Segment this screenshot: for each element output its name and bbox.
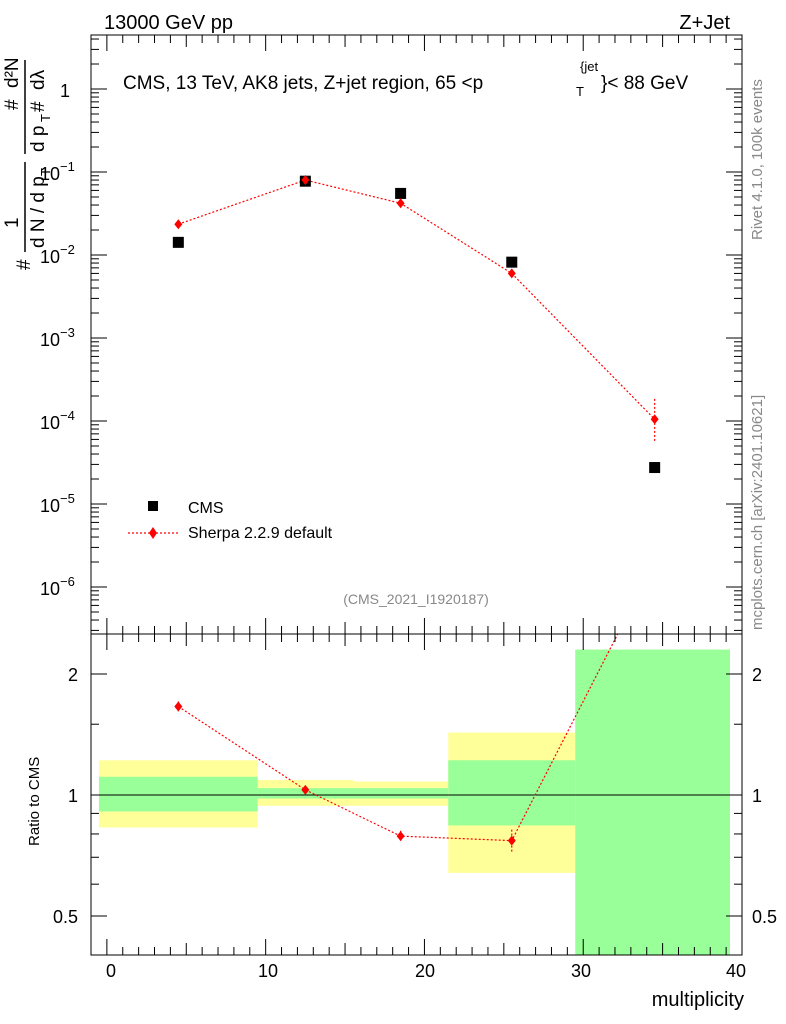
svg-text:dλ: dλ (28, 69, 49, 90)
svg-text:−4: −4 (60, 408, 75, 423)
inner-uncertainty-band (352, 788, 449, 799)
sherpa-connecting-line (178, 179, 656, 420)
x-tick-label-10: 10 (258, 961, 278, 981)
x-tick-label-20: 20 (415, 961, 435, 981)
legend-cms-label: CMS (188, 500, 224, 517)
x-tick-label-40: 40 (726, 961, 746, 981)
main-plot-frame (90, 34, 743, 635)
svg-text:{jet: {jet (580, 59, 598, 74)
y-tick-labels: 1 10 −1 10 −2 10 −3 10 −4 10 −5 10 (40, 81, 75, 599)
svg-text:#: # (2, 99, 23, 110)
cms-data-point (172, 236, 184, 248)
ratio-data-point (301, 784, 310, 795)
svg-text:−6: −6 (60, 574, 75, 589)
ratio-uncertainty-bands (98, 649, 730, 955)
ratio-tick-label-1-left: 1 (68, 786, 78, 806)
inner-uncertainty-band (448, 760, 576, 826)
ratio-tick-label-1-right: 1 (752, 786, 762, 806)
svg-text:10: 10 (40, 330, 60, 350)
ratio-tick-label-2-right: 2 (752, 665, 762, 685)
rivet-label: Rivet 4.1.0, 100k events (749, 79, 766, 240)
svg-text:10: 10 (40, 579, 60, 599)
x-tick-label-30: 30 (571, 961, 591, 981)
ratio-data-point (174, 701, 183, 712)
y-axis-label: # d N / d p T 1 d p T # dλ # d²N (2, 57, 53, 270)
sherpa-data-point (174, 219, 183, 230)
y-tick-label-1e-1: 10 −1 (40, 159, 75, 184)
y-tick-label-1e-2: 10 −2 (40, 242, 75, 267)
svg-text:−2: −2 (60, 242, 75, 257)
ratio-data-point (507, 835, 516, 846)
process-label: Z+Jet (679, 12, 730, 34)
x-tick-label-0: 0 (106, 961, 116, 981)
cms-data-point (506, 256, 518, 268)
y-tick-label-1e-3: 10 −3 (40, 325, 75, 350)
sherpa-data-point (301, 175, 310, 186)
legend: CMS Sherpa 2.2.9 default (128, 500, 333, 542)
svg-text:−1: −1 (60, 159, 75, 174)
svg-text:T: T (576, 84, 584, 99)
svg-text:}< 88 GeV: }< 88 GeV (601, 73, 688, 94)
svg-text:10: 10 (40, 164, 60, 184)
ratio-plot-panel: 2 1 0.5 2 1 0.5 0 10 20 30 40 multiplici… (26, 633, 777, 1011)
legend-sherpa-label: Sherpa 2.2.9 default (188, 525, 333, 542)
svg-text:10: 10 (40, 413, 60, 433)
y-tick-label-1e-4: 10 −4 (40, 408, 75, 433)
svg-text:#: # (28, 101, 49, 112)
svg-text:T: T (38, 114, 53, 122)
inner-uncertainty-band (98, 776, 258, 812)
svg-text:T: T (38, 168, 53, 176)
svg-text:d N / d p: d N / d p (28, 176, 49, 248)
svg-text:d²N: d²N (2, 57, 23, 88)
ratio-plot-ticks (91, 634, 743, 955)
sherpa-data-point (650, 414, 659, 425)
ratio-y-axis-label: Ratio to CMS (26, 757, 43, 846)
plot-title: CMS, 13 TeV, AK8 jets, Z+jet region, 65 … (123, 59, 688, 99)
svg-text:1: 1 (2, 217, 23, 228)
sherpa-data-point (396, 198, 405, 209)
y-tick-label-1e-5: 10 −5 (40, 491, 75, 516)
y-tick-label-1e-6: 10 −6 (40, 574, 75, 599)
mcplots-label: mcplots.cern.ch [arXiv:2401.10621] (749, 395, 766, 630)
x-axis-label: multiplicity (652, 989, 744, 1011)
sherpa-line (178, 179, 656, 420)
ratio-tick-label-05-left: 0.5 (53, 907, 78, 927)
svg-text:CMS, 13 TeV, AK8 jets, Z+jet r: CMS, 13 TeV, AK8 jets, Z+jet region, 65 … (123, 73, 483, 94)
cms-data-point (395, 187, 407, 199)
svg-text:10: 10 (40, 247, 60, 267)
main-plot-ticks (91, 35, 743, 634)
legend-sherpa-marker (149, 527, 157, 539)
legend-cms-marker (148, 501, 158, 511)
cms-data-point (649, 462, 661, 474)
main-plot-panel: 1 10 −1 10 −2 10 −3 10 −4 10 −5 10 (2, 34, 743, 635)
svg-text:#: # (14, 259, 35, 270)
ratio-tick-label-2-left: 2 (68, 665, 78, 685)
analysis-watermark: (CMS_2021_I1920187) (343, 591, 489, 607)
svg-text:−5: −5 (60, 491, 75, 506)
svg-text:−3: −3 (60, 325, 75, 340)
sherpa-data-point (507, 268, 516, 279)
inner-uncertainty-band (575, 649, 730, 955)
energy-label: 13000 GeV pp (104, 12, 233, 34)
ratio-data-point (396, 831, 405, 842)
main-plot-markers (172, 175, 661, 474)
ratio-tick-label-05-right: 0.5 (752, 907, 777, 927)
y-tick-label-1: 1 (60, 81, 70, 101)
ratio-markers (174, 701, 516, 853)
svg-text:10: 10 (40, 496, 60, 516)
svg-text:d p: d p (28, 126, 49, 152)
